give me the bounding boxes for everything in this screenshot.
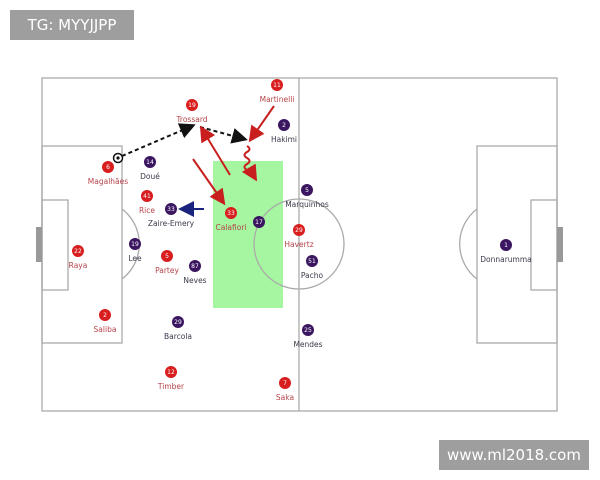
player-number: 33 (227, 210, 235, 217)
player-marker (225, 207, 237, 219)
player-red: 6 Magalhães (88, 161, 128, 186)
player-number: 14 (146, 159, 154, 166)
player-name: Donnarumma (480, 255, 532, 264)
player-marker (302, 324, 314, 336)
player-blue: 29 Barcola (164, 316, 192, 341)
player-blue: 5 Marquinhos (285, 184, 329, 209)
player-marker (165, 366, 177, 378)
player-marker (165, 203, 177, 215)
player-number: 19 (188, 102, 196, 109)
player-marker (278, 119, 290, 131)
player-number: 1 (504, 242, 508, 249)
run-arrow (192, 158, 226, 206)
right-goal (557, 227, 563, 262)
dribble-arrow (241, 145, 258, 182)
player-number: 33 (167, 206, 175, 213)
player-marker (144, 156, 156, 168)
player-name: Partey (155, 266, 179, 275)
player-number: 19 (131, 241, 139, 248)
player-marker (129, 238, 141, 250)
player-marker (271, 79, 283, 91)
player-number: 17 (255, 219, 263, 226)
player-name: Calafiori (216, 223, 247, 232)
player-red: 12 Timber (157, 366, 185, 391)
player-number: 6 (106, 164, 110, 171)
player-marker (253, 216, 265, 228)
player-number: 11 (273, 82, 281, 89)
player-name: Martinelli (260, 95, 295, 104)
player-marker (279, 377, 291, 389)
pass-arrow (121, 123, 196, 157)
player-number: 5 (165, 253, 169, 260)
player-marker (161, 250, 173, 262)
player-red: 29 Havertz (284, 224, 314, 249)
player-name: Lee (128, 254, 142, 263)
player-number: 22 (74, 248, 82, 255)
highlight-zone (213, 161, 283, 308)
player-number: 7 (283, 380, 287, 387)
player-name: Rice (139, 206, 155, 215)
player-name: Timber (157, 382, 185, 391)
player-number: 5 (305, 187, 309, 194)
player-number: 2 (103, 312, 107, 319)
player-name: Neves (183, 276, 206, 285)
player-red: 11 Martinelli (260, 79, 295, 104)
player-red: 7 Saka (276, 377, 294, 402)
player-name: Barcola (164, 332, 192, 341)
player-marker (301, 184, 313, 196)
player-blue: 51 Pacho (301, 255, 324, 280)
player-name: Saka (276, 393, 294, 402)
player-name: Marquinhos (285, 200, 329, 209)
left-goal (36, 227, 42, 262)
player-blue: 19 Lee (128, 238, 142, 263)
run-arrow (199, 125, 231, 176)
player-number: 2 (282, 122, 286, 129)
run-arrow (248, 105, 275, 143)
player-name: Pacho (301, 271, 324, 280)
ball-icon (112, 152, 124, 164)
player-marker (186, 99, 198, 111)
player-marker (500, 239, 512, 251)
player-blue: 2 Hakimi (271, 119, 297, 144)
player-marker (306, 255, 318, 267)
player-name: Saliba (94, 325, 117, 334)
player-number: 12 (167, 369, 175, 376)
player-marker (99, 309, 111, 321)
player-red: 41 Rice (139, 190, 155, 215)
player-blue: 14 Doué (140, 156, 160, 181)
player-red: 2 Saliba (94, 309, 117, 334)
player-number: 87 (191, 263, 199, 270)
player-name: Trossard (175, 115, 207, 124)
player-number: 51 (308, 258, 316, 265)
player-blue: 25 Mendes (293, 324, 323, 349)
player-number: 25 (304, 327, 312, 334)
player-name: Hakimi (271, 135, 297, 144)
player-name: Raya (69, 261, 88, 270)
player-red: 33 Calafiori (216, 207, 247, 232)
player-blue: 87 Neves (183, 260, 207, 285)
player-marker (102, 161, 114, 173)
player-name: Havertz (284, 240, 313, 249)
watermark-top-left: TG: MYYJJPP (10, 10, 134, 40)
player-marker (172, 316, 184, 328)
player-marker (72, 245, 84, 257)
player-marker (293, 224, 305, 236)
player-marker (189, 260, 201, 272)
player-number: 41 (143, 193, 151, 200)
player-name: Magalhães (88, 177, 128, 186)
player-number: 29 (295, 227, 303, 234)
watermark-bottom-right: www.ml2018.com (439, 440, 589, 470)
player-red: 5 Partey (155, 250, 179, 275)
player-red: 22 Raya (69, 245, 88, 270)
player-name: Mendes (293, 340, 322, 349)
player-blue: 33 Zaire-Emery (148, 203, 195, 228)
player-number: 29 (174, 319, 182, 326)
player-name: Doué (140, 172, 160, 181)
player-name: Zaire-Emery (148, 219, 195, 228)
player-blue: 1 Donnarumma (480, 239, 532, 264)
player-marker (141, 190, 153, 202)
player-blue: 17 (253, 216, 265, 228)
player-red: 19 Trossard (175, 99, 208, 124)
